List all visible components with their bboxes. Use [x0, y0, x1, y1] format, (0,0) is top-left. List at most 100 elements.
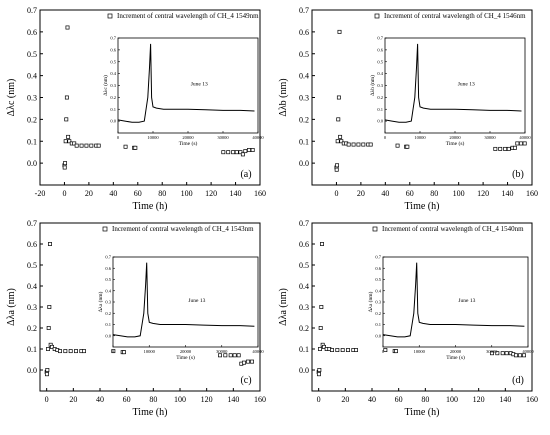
data-point [65, 25, 70, 30]
inset-annotation: June 13 [458, 298, 475, 304]
inset-x-axis-label: Time (s) [446, 354, 465, 361]
inset-y-tick-label: 0.5 [375, 277, 381, 282]
inset-y-tick-label: 0.7 [105, 255, 111, 260]
inset-y-tick-label: 0.0 [375, 333, 381, 338]
chart-panel-2: 0 20 40 60 80 100 120 140 1600.00.10.20.30.40.50… [6, 219, 266, 418]
y-tick-label: 0.2 [27, 324, 37, 333]
data-point [495, 351, 500, 356]
data-point [340, 348, 345, 353]
x-tick-label: 60 [123, 395, 131, 404]
data-point [89, 143, 94, 148]
y-tick-label: 0.5 [27, 261, 37, 270]
inset-y-tick-label: 0.1 [105, 322, 111, 327]
inset-y-tick-label: 0.0 [110, 119, 116, 124]
y-axis-label: Δλc (nm) [6, 79, 17, 117]
data-point [45, 368, 50, 372]
x-axis-label: Time (h) [405, 201, 440, 212]
data-point [58, 349, 62, 354]
y-tick-label: 0.0 [27, 159, 37, 168]
y-tick-label: 0.7 [299, 219, 309, 228]
data-point [322, 344, 326, 349]
inset-annotation: June 13 [191, 82, 208, 88]
data-point [522, 141, 527, 146]
inset-series-line [112, 262, 255, 338]
data-point [67, 139, 72, 144]
x-tick-label: 40 [109, 189, 117, 198]
x-tick-label: 120 [201, 395, 213, 404]
inset-y-tick-label: 0.3 [375, 300, 381, 305]
y-tick-label: 0.0 [27, 366, 37, 375]
data-point [519, 141, 523, 146]
inset-y-axis-label: Δλa (nm) [367, 291, 374, 312]
y-axis-label: Δλa (nm) [278, 288, 289, 326]
legend-marker [102, 226, 108, 232]
data-point [44, 372, 49, 377]
y-tick-label: 0.1 [299, 137, 309, 146]
inset-x-tick-label: 0 [382, 349, 385, 354]
inset-x-tick-label: 40000 [252, 349, 264, 354]
inset-y-tick-label: 0.2 [377, 95, 383, 100]
data-point [231, 150, 236, 155]
data-point [226, 150, 231, 155]
data-point [518, 353, 522, 358]
y-tick-label: 0.2 [299, 324, 309, 333]
y-tick-label: 0.4 [299, 282, 309, 291]
inset-series-line [382, 262, 525, 338]
y-tick-label: 0.7 [27, 219, 37, 228]
data-point [68, 349, 73, 354]
y-axis-label: Δλb (nm) [278, 78, 289, 116]
x-tick-label: 100 [446, 395, 458, 404]
data-point [63, 139, 68, 144]
inset-x-tick-label: 20000 [449, 135, 461, 140]
inset-x-tick-label: 40000 [522, 349, 534, 354]
data-point [96, 143, 101, 148]
data-point [336, 95, 341, 100]
data-point [63, 161, 68, 166]
x-axis-label: Time (h) [405, 407, 440, 418]
y-tick-label: 0.2 [299, 115, 309, 124]
inset-frame [384, 37, 526, 134]
inset-x-tick-label: 0 [384, 135, 387, 140]
data-point [320, 242, 324, 246]
data-point [498, 146, 503, 151]
inset-annotation: June 13 [188, 298, 205, 304]
y-tick-label: 0.1 [299, 345, 309, 354]
inset-chart: 0 10000 20000 30000 40000 0.0 0.1 0.2 0.3 0.4 0.5 0… [97, 255, 264, 362]
inset-x-tick-label: 30000 [216, 349, 228, 354]
data-point [503, 146, 508, 151]
inset-x-axis-label: Time (s) [176, 354, 195, 361]
inset-x-tick-label: 20000 [182, 135, 194, 140]
data-point [79, 143, 84, 148]
inset-frame [112, 256, 259, 348]
x-tick-label: 0 [317, 395, 321, 404]
y-tick-label: 0.6 [299, 28, 309, 37]
legend-marker [107, 13, 113, 19]
y-tick-label: 0.1 [27, 137, 37, 146]
data-point [330, 348, 334, 353]
data-point [82, 349, 86, 354]
x-tick-label: 140 [499, 395, 511, 404]
y-tick-label: 0.1 [27, 345, 37, 354]
data-point [221, 150, 226, 155]
y-tick-label: 0.4 [27, 72, 37, 81]
x-tick-label: 140 [230, 189, 242, 198]
inset-x-tick-label: 0 [112, 349, 115, 354]
x-tick-label: 160 [254, 395, 266, 404]
inset-y-tick-label: 0.0 [377, 119, 383, 124]
y-tick-label: 0.7 [27, 6, 37, 15]
inset-x-tick-label: 30000 [484, 135, 496, 140]
data-point [47, 305, 52, 309]
inset-y-tick-label: 0.4 [377, 71, 383, 76]
data-point [234, 150, 239, 155]
x-axis-label: Time (h) [133, 201, 168, 212]
data-point [122, 350, 126, 355]
x-tick-label: 120 [477, 189, 489, 198]
inset-y-axis-label: Δλc (nm) [102, 75, 109, 96]
x-tick-label: 80 [430, 189, 438, 198]
inset-y-tick-label: 0.6 [105, 266, 111, 271]
inset-y-tick-label: 0.2 [375, 311, 381, 316]
inset-y-tick-label: 0.5 [377, 59, 383, 64]
data-point [50, 344, 54, 349]
